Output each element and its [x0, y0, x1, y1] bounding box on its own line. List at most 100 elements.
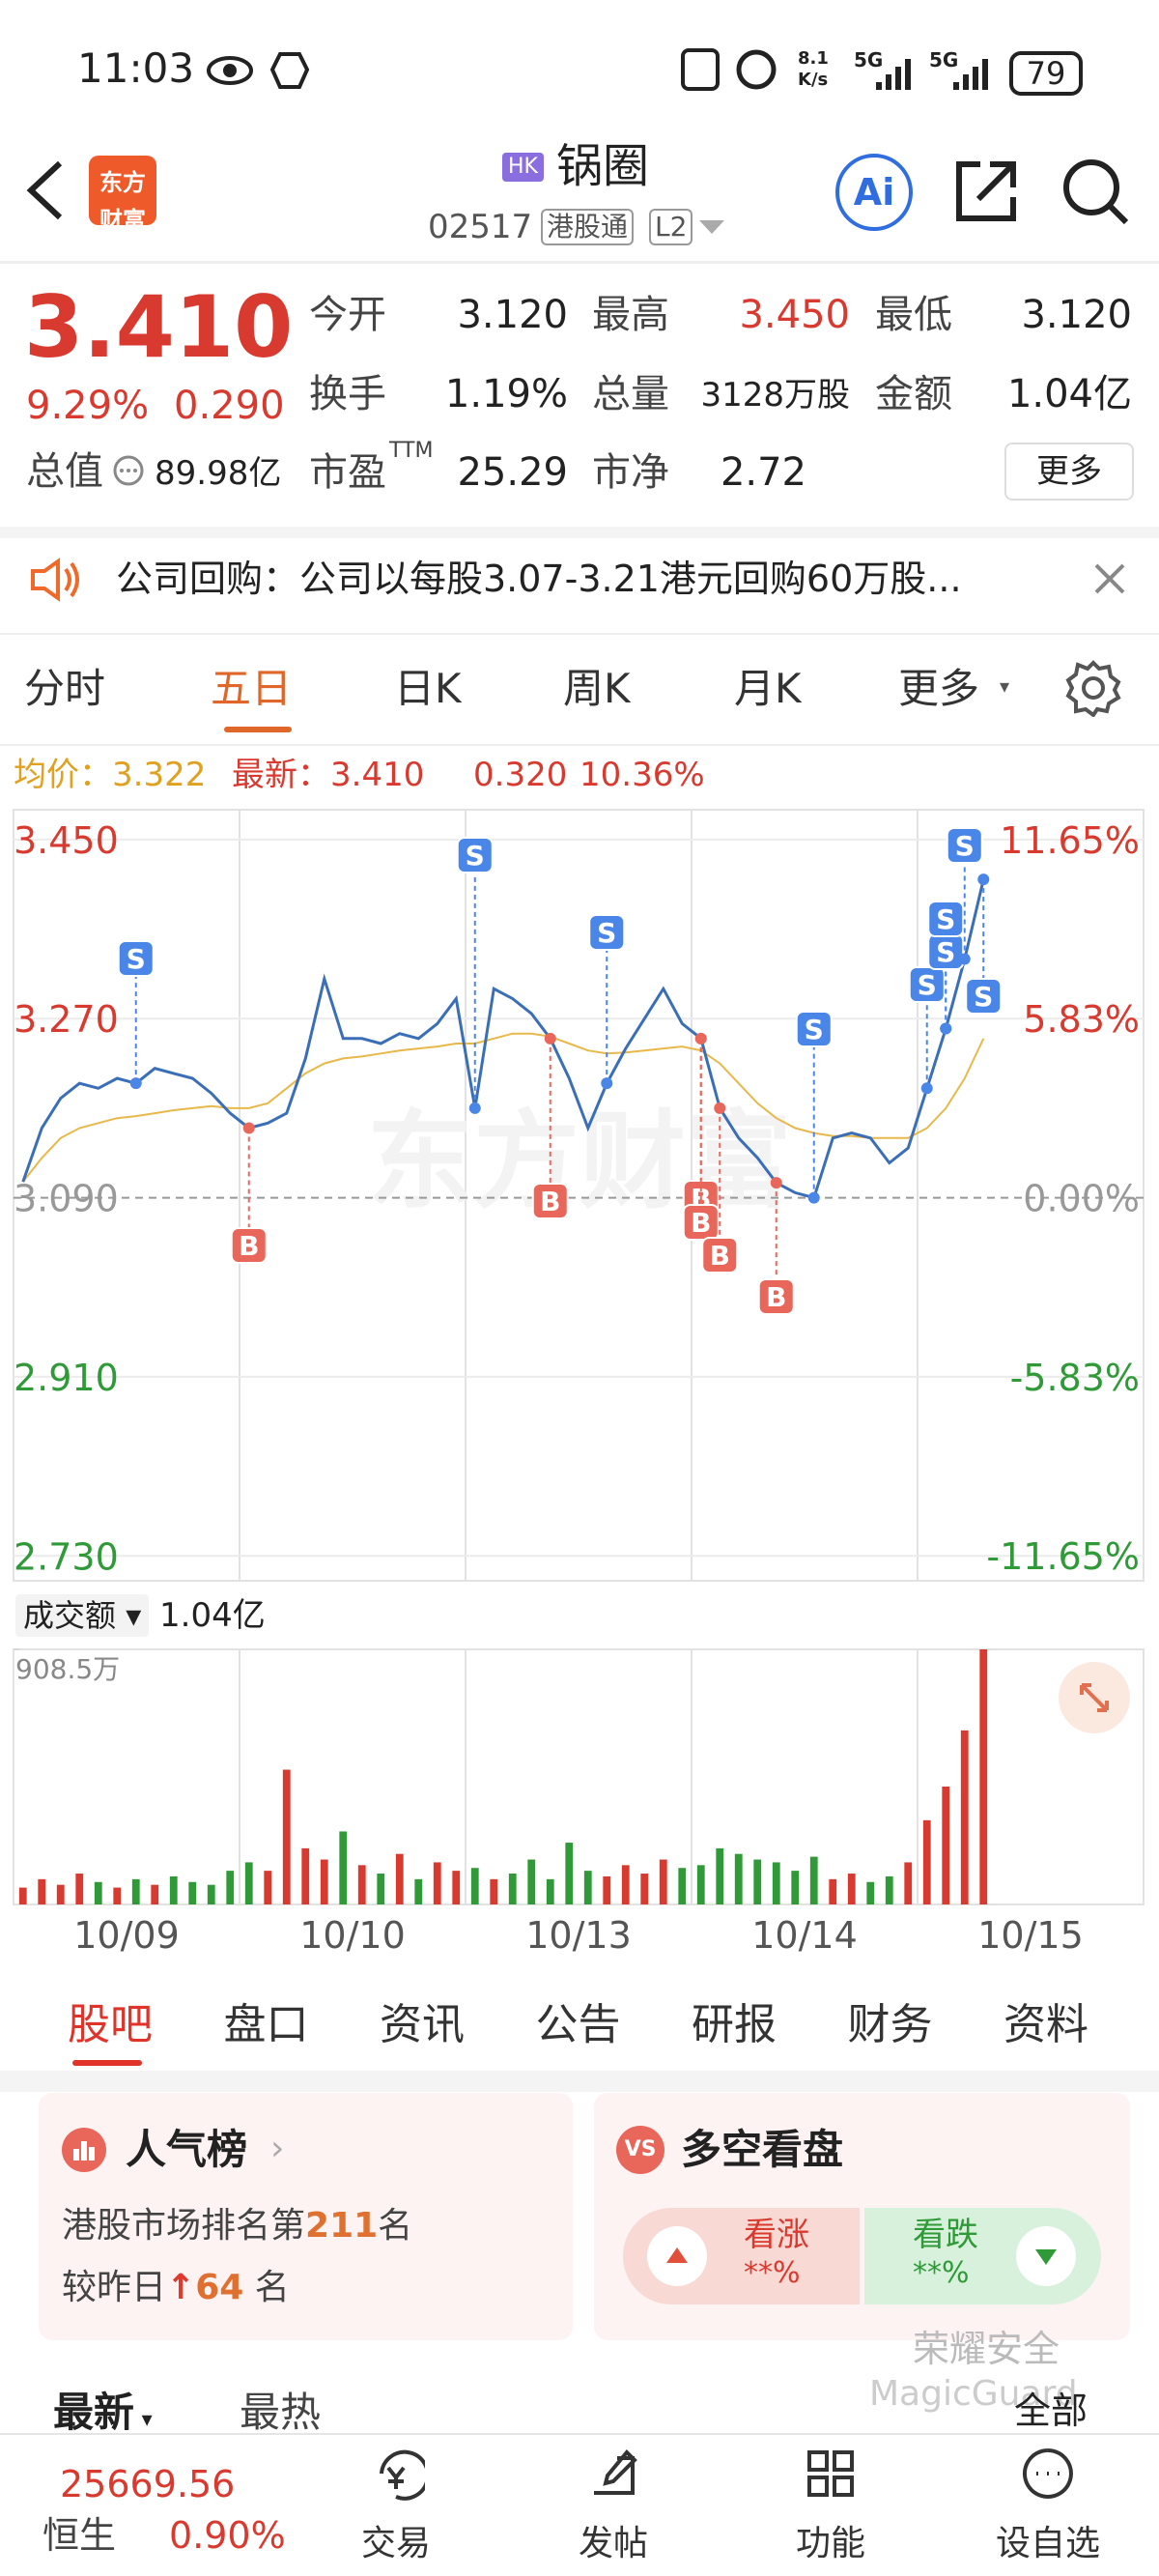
marker-box — [682, 1204, 720, 1241]
chart-tab[interactable]: 日K — [394, 665, 462, 712]
field-label: 最高 — [592, 293, 669, 337]
marker-box — [908, 966, 946, 1003]
avg-label: 均价： — [14, 756, 112, 794]
section-tab[interactable]: 盘口 — [223, 2000, 309, 2049]
status-icons-right — [681, 48, 777, 91]
battery: 79 — [1009, 51, 1083, 96]
volume-bar — [207, 1884, 215, 1904]
notice-text[interactable]: 公司回购：公司以每股3.07-3.21港元回购60万股... — [116, 558, 962, 600]
volume-bar — [678, 1868, 687, 1904]
tab-underline — [72, 2060, 142, 2066]
volume-bar — [583, 1871, 592, 1904]
marker-dot — [977, 873, 990, 886]
feed-tab-text: 最新 — [53, 2389, 135, 2436]
field-label: 总量 — [592, 372, 669, 416]
nav-label[interactable]: 发帖 — [578, 2524, 648, 2563]
field-value: 2.72 — [720, 450, 806, 495]
nav-label[interactable]: 交易 — [360, 2524, 431, 2563]
marker-label: S — [918, 969, 937, 1001]
signal-bars — [953, 59, 988, 90]
share-button[interactable] — [951, 157, 1021, 226]
date-label: 10/10 — [299, 1914, 406, 1957]
bull-label: 看涨 — [744, 2216, 809, 2254]
nav-label[interactable]: 功能 — [795, 2524, 865, 2563]
volume-bar — [113, 1887, 122, 1904]
marker-dot — [242, 1122, 255, 1134]
date-label: 10/09 — [73, 1914, 180, 1957]
y2-tick-label: -5.83% — [1010, 1357, 1140, 1399]
latest-label: 最新： — [232, 756, 330, 794]
marker-dot — [714, 1102, 726, 1114]
status-icons — [207, 52, 310, 89]
chart-tab[interactable]: 月K — [734, 665, 802, 712]
volume-bar — [696, 1865, 705, 1904]
volume-bar — [75, 1874, 84, 1904]
info-icon[interactable] — [112, 454, 145, 487]
volume-bar — [395, 1853, 404, 1904]
marker-label: S — [127, 943, 146, 975]
marker-label: B — [540, 1186, 560, 1217]
change-value: 64 — [195, 2268, 244, 2307]
marker-box — [946, 827, 983, 864]
chart-tab[interactable]: 更多 — [898, 665, 980, 712]
volume-bar — [904, 1862, 913, 1904]
chart-tab[interactable]: 五日 — [211, 665, 293, 712]
filter[interactable]: 全部 — [1014, 2390, 1088, 2432]
volume-label[interactable]: 成交额 ▾ — [15, 1594, 150, 1637]
chart-tab[interactable]: 周K — [563, 665, 631, 712]
change-value: 0.290 — [174, 384, 285, 428]
volume-bar — [226, 1871, 235, 1904]
ai-button[interactable]: Ai — [835, 154, 913, 231]
back-button[interactable] — [21, 159, 70, 221]
change-pct: 9.29% — [26, 384, 150, 428]
section-tab[interactable]: 股吧 — [68, 2000, 153, 2049]
volume-bar — [753, 1859, 762, 1904]
chart-tab[interactable]: 分时 — [24, 665, 106, 712]
dropdown-icon[interactable] — [697, 216, 726, 236]
marker-dot — [544, 1032, 556, 1045]
close-notice[interactable] — [1093, 562, 1126, 595]
volume-bar — [809, 1856, 818, 1904]
section-tab[interactable]: 财务 — [847, 2000, 933, 2049]
index-value[interactable]: 25669.56 — [60, 2463, 236, 2505]
popularity-card[interactable] — [39, 2093, 573, 2340]
index-name: 恒生 — [42, 2514, 117, 2557]
expand-button[interactable] — [1059, 1662, 1130, 1733]
volume-bar — [56, 1884, 65, 1904]
stock-code: 02517 — [428, 208, 533, 246]
volume-bar — [490, 1878, 498, 1904]
nav-label[interactable]: 设自选 — [995, 2524, 1100, 2563]
app-logo[interactable]: 东方 财富 — [89, 156, 156, 234]
feed-tab[interactable]: 最热 — [240, 2389, 322, 2436]
settings-button[interactable] — [1064, 659, 1122, 717]
volume-bar — [734, 1853, 743, 1904]
feed-tab[interactable]: 最新 ▾ — [53, 2389, 153, 2436]
volume-total: 1.04亿 — [159, 1596, 266, 1635]
stock-name: 锅圈 — [556, 139, 650, 193]
net-speed-unit: K/s — [798, 70, 829, 90]
nav-icon[interactable] — [584, 2445, 642, 2503]
net-speed: 8.1 — [798, 48, 829, 69]
nav-icon[interactable] — [802, 2445, 860, 2503]
section-tab[interactable]: 资料 — [1004, 2000, 1088, 2049]
field-value: 1.19% — [444, 372, 568, 416]
volume-tick-label: 908.5万 — [15, 1653, 120, 1685]
price-chart: 东方财富 3.450 3.270 3.090 2.910 2.730 11.65% 5.83%… — [13, 809, 1145, 1957]
search-button[interactable] — [1060, 157, 1130, 226]
y2-tick-label: 5.83% — [1023, 998, 1140, 1041]
field-label: 今开 — [309, 293, 386, 337]
section-tab[interactable]: 公告 — [535, 2000, 621, 2049]
nav-icon[interactable] — [367, 2445, 425, 2503]
marker-box — [757, 1278, 795, 1315]
volume-bar — [188, 1881, 197, 1904]
field-value: 25.29 — [457, 450, 568, 495]
volume-bar — [866, 1881, 875, 1904]
y-tick-label: 3.090 — [14, 1178, 119, 1220]
more-button[interactable]: 更多 — [1004, 443, 1134, 501]
section-tab[interactable]: 资讯 — [380, 2000, 465, 2049]
date-label: 10/15 — [977, 1914, 1084, 1957]
nav-icon[interactable] — [1019, 2445, 1077, 2503]
section-tab[interactable]: 研报 — [692, 2000, 777, 2049]
chart-watermark: 东方财富 — [367, 1100, 792, 1223]
